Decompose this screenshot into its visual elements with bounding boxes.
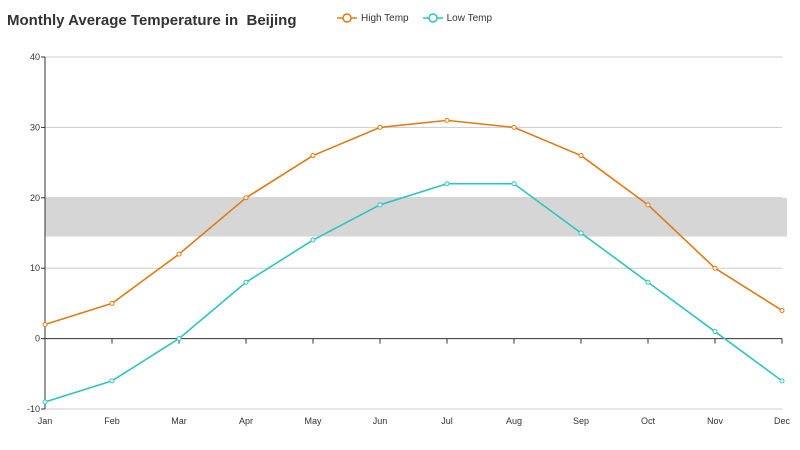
legend-label-low-temp: Low Temp bbox=[446, 12, 493, 24]
y-tick-label: 0 bbox=[35, 334, 40, 344]
series-line-high-temp bbox=[44, 119, 783, 326]
data-point-high-temp bbox=[42, 322, 48, 328]
data-point-low-temp bbox=[645, 279, 651, 285]
data-point-high-temp bbox=[645, 202, 651, 208]
series-line-low-temp bbox=[44, 182, 783, 403]
data-point-low-temp bbox=[511, 181, 517, 187]
data-point-low-temp bbox=[712, 329, 718, 335]
data-point-high-temp bbox=[511, 124, 517, 130]
x-tick-label: Apr bbox=[239, 416, 253, 426]
x-tick-label: Dec bbox=[774, 416, 791, 426]
data-point-low-temp bbox=[310, 237, 316, 243]
data-point-high-temp bbox=[444, 117, 450, 123]
data-point-high-temp bbox=[377, 124, 383, 130]
x-tick-label: May bbox=[304, 416, 322, 426]
chart-title: Monthly Average Temperature in Beijing bbox=[7, 12, 297, 29]
data-point-high-temp bbox=[712, 265, 718, 271]
x-tick-label: Sep bbox=[573, 416, 589, 426]
plot-band bbox=[45, 197, 787, 237]
data-point-low-temp bbox=[377, 202, 383, 208]
data-point-high-temp bbox=[176, 251, 182, 257]
legend-item-high-temp[interactable]: High Temp bbox=[337, 12, 409, 24]
data-point-low-temp bbox=[578, 230, 584, 236]
y-tick-label: -10 bbox=[27, 404, 40, 414]
legend-swatch-low-temp bbox=[422, 13, 443, 23]
x-tick-label: Aug bbox=[506, 416, 522, 426]
legend-item-low-temp[interactable]: Low Temp bbox=[422, 12, 493, 24]
x-tick-label: Jun bbox=[373, 416, 388, 426]
data-point-low-temp bbox=[42, 399, 48, 405]
data-point-high-temp bbox=[243, 195, 249, 201]
data-point-low-temp bbox=[444, 181, 450, 187]
chart-legend: High Temp Low Temp bbox=[337, 12, 506, 24]
x-tick-label: Mar bbox=[171, 416, 187, 426]
x-tick-label: Oct bbox=[641, 416, 656, 426]
data-point-low-temp bbox=[243, 279, 249, 285]
legend-label-high-temp: High Temp bbox=[361, 12, 409, 24]
x-tick-label: Nov bbox=[707, 416, 724, 426]
y-tick-label: 30 bbox=[30, 122, 40, 132]
x-tick-label: Jan bbox=[38, 416, 53, 426]
legend-swatch-high-temp bbox=[337, 13, 357, 23]
data-point-high-temp bbox=[779, 307, 785, 313]
y-tick-label: 10 bbox=[30, 263, 40, 273]
x-tick-label: Jul bbox=[441, 416, 453, 426]
data-point-low-temp bbox=[779, 378, 785, 384]
y-tick-label: 40 bbox=[30, 52, 40, 62]
data-point-low-temp bbox=[109, 378, 115, 384]
y-tick-label: 20 bbox=[30, 193, 40, 203]
data-point-high-temp bbox=[109, 300, 115, 306]
data-point-low-temp bbox=[176, 336, 182, 342]
data-point-high-temp bbox=[578, 153, 584, 159]
x-tick-label: Feb bbox=[104, 416, 120, 426]
data-point-high-temp bbox=[310, 153, 316, 159]
